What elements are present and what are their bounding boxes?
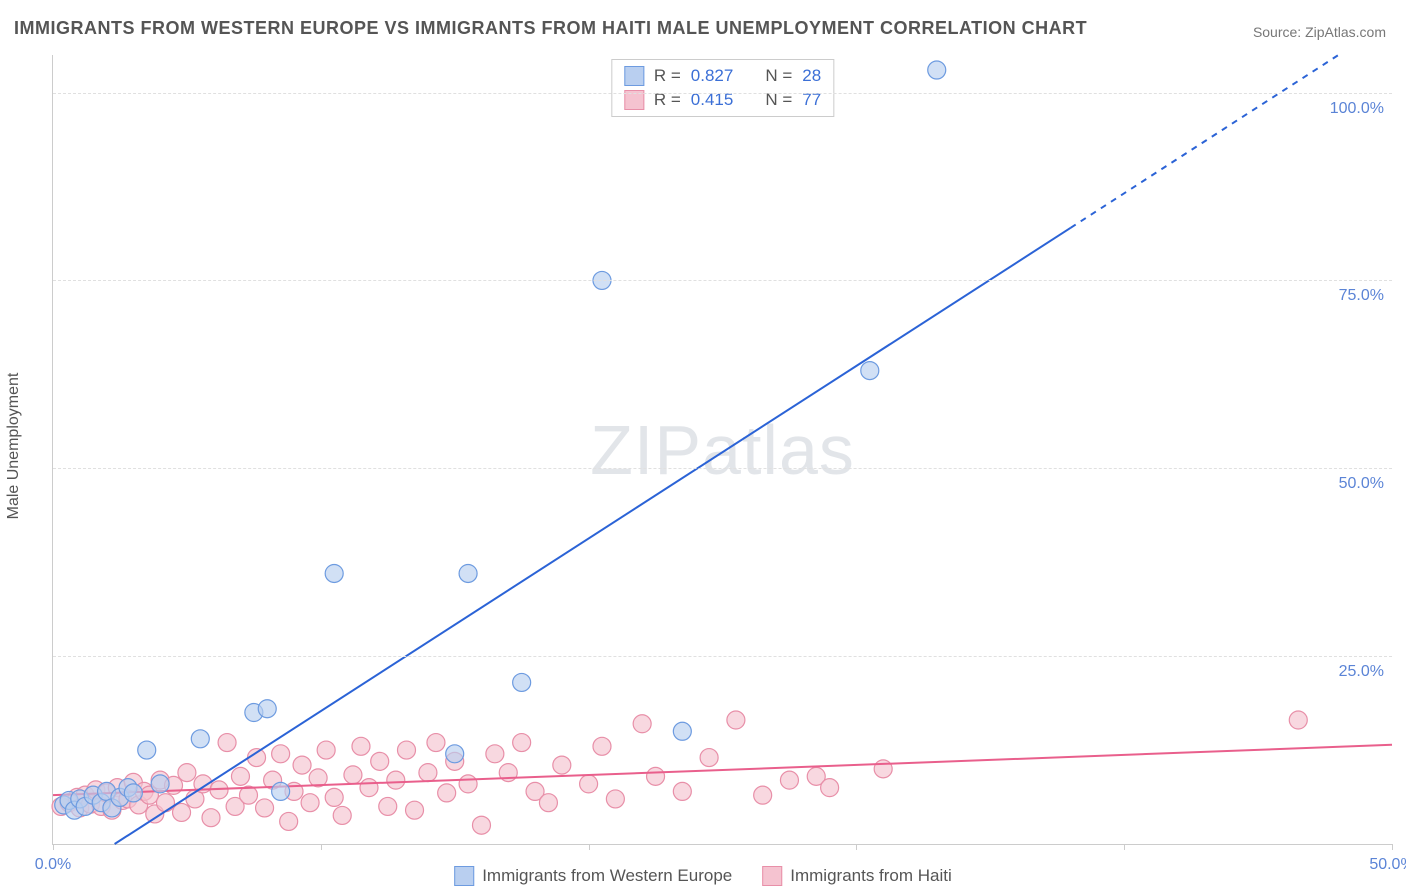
source-attribution: Source: ZipAtlas.com bbox=[1253, 24, 1386, 40]
data-point bbox=[156, 794, 174, 812]
data-point bbox=[727, 711, 745, 729]
x-tick bbox=[1124, 844, 1125, 850]
legend-item-series2: Immigrants from Haiti bbox=[762, 866, 952, 886]
stat-N-label: N = bbox=[765, 66, 792, 86]
data-point bbox=[539, 794, 557, 812]
data-point bbox=[754, 786, 772, 804]
data-point bbox=[446, 745, 464, 763]
data-point bbox=[218, 734, 236, 752]
y-tick-label: 25.0% bbox=[1339, 663, 1384, 681]
stat-R-series1: 0.827 bbox=[691, 66, 734, 86]
data-point bbox=[293, 756, 311, 774]
data-point bbox=[352, 737, 370, 755]
chart-title: IMMIGRANTS FROM WESTERN EUROPE VS IMMIGR… bbox=[14, 18, 1087, 39]
data-point bbox=[317, 741, 335, 759]
data-point bbox=[472, 816, 490, 834]
data-point bbox=[344, 766, 362, 784]
data-point bbox=[258, 700, 276, 718]
gridline-h bbox=[53, 656, 1392, 657]
chart-svg bbox=[53, 55, 1392, 844]
data-point bbox=[438, 784, 456, 802]
data-point bbox=[406, 801, 424, 819]
stat-N-series1: 28 bbox=[802, 66, 821, 86]
data-point bbox=[325, 788, 343, 806]
data-point bbox=[419, 764, 437, 782]
x-tick bbox=[1392, 844, 1393, 850]
data-point bbox=[513, 673, 531, 691]
stats-legend-box: R = 0.827 N = 28 R = 0.415 N = 77 bbox=[611, 59, 834, 117]
data-point bbox=[513, 734, 531, 752]
data-point bbox=[256, 799, 274, 817]
data-point bbox=[780, 771, 798, 789]
data-point bbox=[486, 745, 504, 763]
gridline-h bbox=[53, 93, 1392, 94]
data-point bbox=[553, 756, 571, 774]
gridline-h bbox=[53, 280, 1392, 281]
data-point bbox=[1289, 711, 1307, 729]
plot-area: ZIPatlas R = 0.827 N = 28 R = 0.415 N = … bbox=[52, 55, 1392, 845]
data-point bbox=[360, 779, 378, 797]
swatch-series2-icon bbox=[762, 866, 782, 886]
data-point bbox=[178, 764, 196, 782]
data-point bbox=[173, 803, 191, 821]
x-tick bbox=[53, 844, 54, 850]
data-point bbox=[379, 797, 397, 815]
swatch-series1-icon bbox=[454, 866, 474, 886]
data-point bbox=[580, 775, 598, 793]
data-point bbox=[371, 752, 389, 770]
data-point bbox=[673, 782, 691, 800]
x-tick-label: 50.0% bbox=[1369, 856, 1406, 874]
trend-line bbox=[115, 228, 1071, 844]
data-point bbox=[874, 760, 892, 778]
stats-row-series1: R = 0.827 N = 28 bbox=[624, 64, 821, 88]
trend-line-dashed bbox=[1071, 55, 1339, 228]
data-point bbox=[647, 767, 665, 785]
bottom-legend: Immigrants from Western Europe Immigrant… bbox=[446, 866, 960, 886]
data-point bbox=[459, 775, 477, 793]
data-point bbox=[928, 61, 946, 79]
stat-R-label: R = bbox=[654, 66, 681, 86]
data-point bbox=[427, 734, 445, 752]
data-point bbox=[459, 564, 477, 582]
data-point bbox=[397, 741, 415, 759]
data-point bbox=[138, 741, 156, 759]
gridline-h bbox=[53, 468, 1392, 469]
data-point bbox=[333, 806, 351, 824]
x-tick bbox=[856, 844, 857, 850]
data-point bbox=[673, 722, 691, 740]
data-point bbox=[593, 737, 611, 755]
data-point bbox=[280, 812, 298, 830]
data-point bbox=[700, 749, 718, 767]
data-point bbox=[124, 784, 142, 802]
swatch-series1 bbox=[624, 66, 644, 86]
data-point bbox=[821, 779, 839, 797]
y-axis-label: Male Unemployment bbox=[5, 373, 23, 520]
y-tick-label: 100.0% bbox=[1330, 100, 1384, 118]
x-tick-label: 0.0% bbox=[35, 856, 71, 874]
x-tick bbox=[321, 844, 322, 850]
data-point bbox=[387, 771, 405, 789]
data-point bbox=[151, 775, 169, 793]
y-tick-label: 75.0% bbox=[1339, 287, 1384, 305]
data-point bbox=[202, 809, 220, 827]
data-point bbox=[272, 782, 290, 800]
data-point bbox=[301, 794, 319, 812]
data-point bbox=[861, 362, 879, 380]
legend-item-series1: Immigrants from Western Europe bbox=[454, 866, 732, 886]
x-tick bbox=[589, 844, 590, 850]
data-point bbox=[272, 745, 290, 763]
data-point bbox=[325, 564, 343, 582]
y-tick-label: 50.0% bbox=[1339, 475, 1384, 493]
data-point bbox=[191, 730, 209, 748]
legend-label-series1: Immigrants from Western Europe bbox=[482, 866, 732, 886]
data-point bbox=[606, 790, 624, 808]
data-point bbox=[231, 767, 249, 785]
data-point bbox=[633, 715, 651, 733]
legend-label-series2: Immigrants from Haiti bbox=[790, 866, 952, 886]
